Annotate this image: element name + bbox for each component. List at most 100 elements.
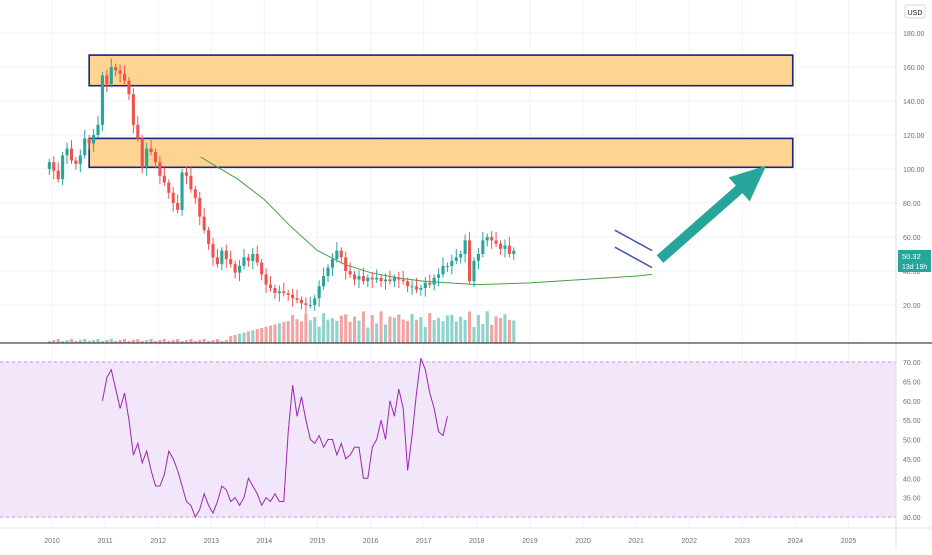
candle-body[interactable]: [215, 257, 219, 265]
candle-body[interactable]: [490, 237, 494, 241]
candle-body[interactable]: [105, 75, 109, 85]
candle-body[interactable]: [291, 294, 295, 299]
candle-body[interactable]: [224, 250, 228, 260]
candle-body[interactable]: [277, 291, 281, 294]
candle-body[interactable]: [441, 265, 445, 275]
resistance-zone[interactable]: [88, 54, 794, 87]
candle-body[interactable]: [180, 172, 184, 210]
candle-body[interactable]: [414, 286, 419, 290]
candle-body[interactable]: [242, 257, 246, 266]
candle-body[interactable]: [322, 276, 326, 287]
candle-body[interactable]: [339, 250, 343, 258]
candle-body[interactable]: [69, 148, 74, 161]
candle-body[interactable]: [131, 94, 135, 125]
candle-body[interactable]: [47, 162, 51, 169]
candle-body[interactable]: [503, 245, 507, 249]
candle-body[interactable]: [127, 80, 131, 95]
candle-body[interactable]: [153, 152, 158, 163]
candle-body[interactable]: [357, 276, 361, 280]
candle-body[interactable]: [233, 264, 237, 273]
candle-body[interactable]: [512, 250, 516, 254]
time-axis[interactable]: 2010 2011 2012 2013 2014 2015 2016 2017 2018 2019…: [44, 538, 856, 545]
candle-body[interactable]: [282, 291, 286, 294]
candle-body[interactable]: [428, 282, 432, 285]
candle-body[interactable]: [184, 172, 189, 176]
candle-body[interactable]: [158, 162, 162, 176]
candle-body[interactable]: [136, 124, 140, 139]
candle-body[interactable]: [423, 282, 427, 288]
candle-body[interactable]: [299, 299, 304, 304]
candle-body[interactable]: [100, 75, 104, 125]
candle-body[interactable]: [383, 279, 388, 282]
candle-body[interactable]: [397, 277, 401, 280]
candle-body[interactable]: [255, 254, 259, 263]
candle-body[interactable]: [366, 277, 370, 282]
candle-body[interactable]: [308, 305, 312, 306]
candle-body[interactable]: [162, 175, 166, 183]
candle-body[interactable]: [87, 138, 91, 144]
candle-body[interactable]: [78, 155, 82, 164]
candle-body[interactable]: [229, 259, 233, 265]
candle-body[interactable]: [202, 216, 206, 231]
resistance-zone[interactable]: [88, 137, 794, 169]
candle-body[interactable]: [401, 279, 405, 282]
candle-body[interactable]: [352, 274, 357, 280]
candle-body[interactable]: [317, 286, 321, 299]
candle-body[interactable]: [286, 293, 290, 295]
candle-body[interactable]: [313, 298, 317, 305]
channel-upper-line[interactable]: [614, 229, 653, 252]
candle-body[interactable]: [198, 197, 202, 217]
candle-body[interactable]: [392, 277, 396, 282]
candle-body[interactable]: [92, 135, 96, 144]
candle-body[interactable]: [237, 265, 242, 273]
candle-body[interactable]: [167, 182, 171, 193]
rsi-line[interactable]: [101, 357, 448, 519]
candle-body[interactable]: [268, 284, 273, 288]
channel-lower-line[interactable]: [614, 246, 653, 269]
candle-body[interactable]: [96, 124, 100, 135]
candle-body[interactable]: [145, 148, 149, 168]
candle-body[interactable]: [348, 271, 352, 275]
candle-body[interactable]: [450, 260, 454, 266]
candle-body[interactable]: [83, 138, 87, 156]
candle-body[interactable]: [406, 281, 410, 287]
candle-body[interactable]: [375, 277, 379, 280]
moving-average-line[interactable]: [200, 156, 653, 286]
candle-body[interactable]: [419, 288, 423, 290]
candle-body[interactable]: [109, 67, 113, 84]
candle-body[interactable]: [207, 230, 211, 244]
candle-body[interactable]: [379, 277, 383, 282]
candle-body[interactable]: [220, 250, 224, 265]
candle-body[interactable]: [56, 170, 60, 180]
candle-body[interactable]: [437, 274, 441, 278]
candle-body[interactable]: [476, 254, 480, 261]
candle-body[interactable]: [468, 240, 472, 282]
candle-body[interactable]: [246, 257, 250, 261]
candle-body[interactable]: [410, 286, 414, 288]
candle-body[interactable]: [472, 260, 476, 282]
candle-body[interactable]: [463, 240, 467, 254]
candle-body[interactable]: [344, 257, 348, 271]
candle-body[interactable]: [251, 254, 255, 261]
candle-body[interactable]: [189, 175, 193, 190]
candle-body[interactable]: [361, 276, 365, 282]
candle-body[interactable]: [273, 288, 277, 294]
candle-body[interactable]: [171, 192, 175, 203]
candle-body[interactable]: [114, 67, 118, 71]
candle-body[interactable]: [211, 243, 215, 258]
candle-body[interactable]: [74, 160, 78, 164]
candle-body[interactable]: [454, 257, 458, 261]
candle-body[interactable]: [295, 298, 299, 300]
candle-body[interactable]: [498, 243, 503, 249]
candle-body[interactable]: [193, 189, 197, 198]
candle-body[interactable]: [485, 237, 489, 241]
candle-body[interactable]: [459, 254, 463, 258]
rsi-axis[interactable]: 30.00 35.00 40.00 45.00 50.00 55.00 60.00 65.00…: [903, 360, 921, 522]
candle-body[interactable]: [335, 250, 339, 260]
candle-body[interactable]: [149, 148, 153, 152]
currency-badge[interactable]: USD: [904, 4, 926, 19]
candle-body[interactable]: [176, 203, 180, 210]
candle-body[interactable]: [494, 240, 498, 244]
target-arrow[interactable]: [656, 165, 767, 263]
candle-body[interactable]: [445, 265, 449, 267]
